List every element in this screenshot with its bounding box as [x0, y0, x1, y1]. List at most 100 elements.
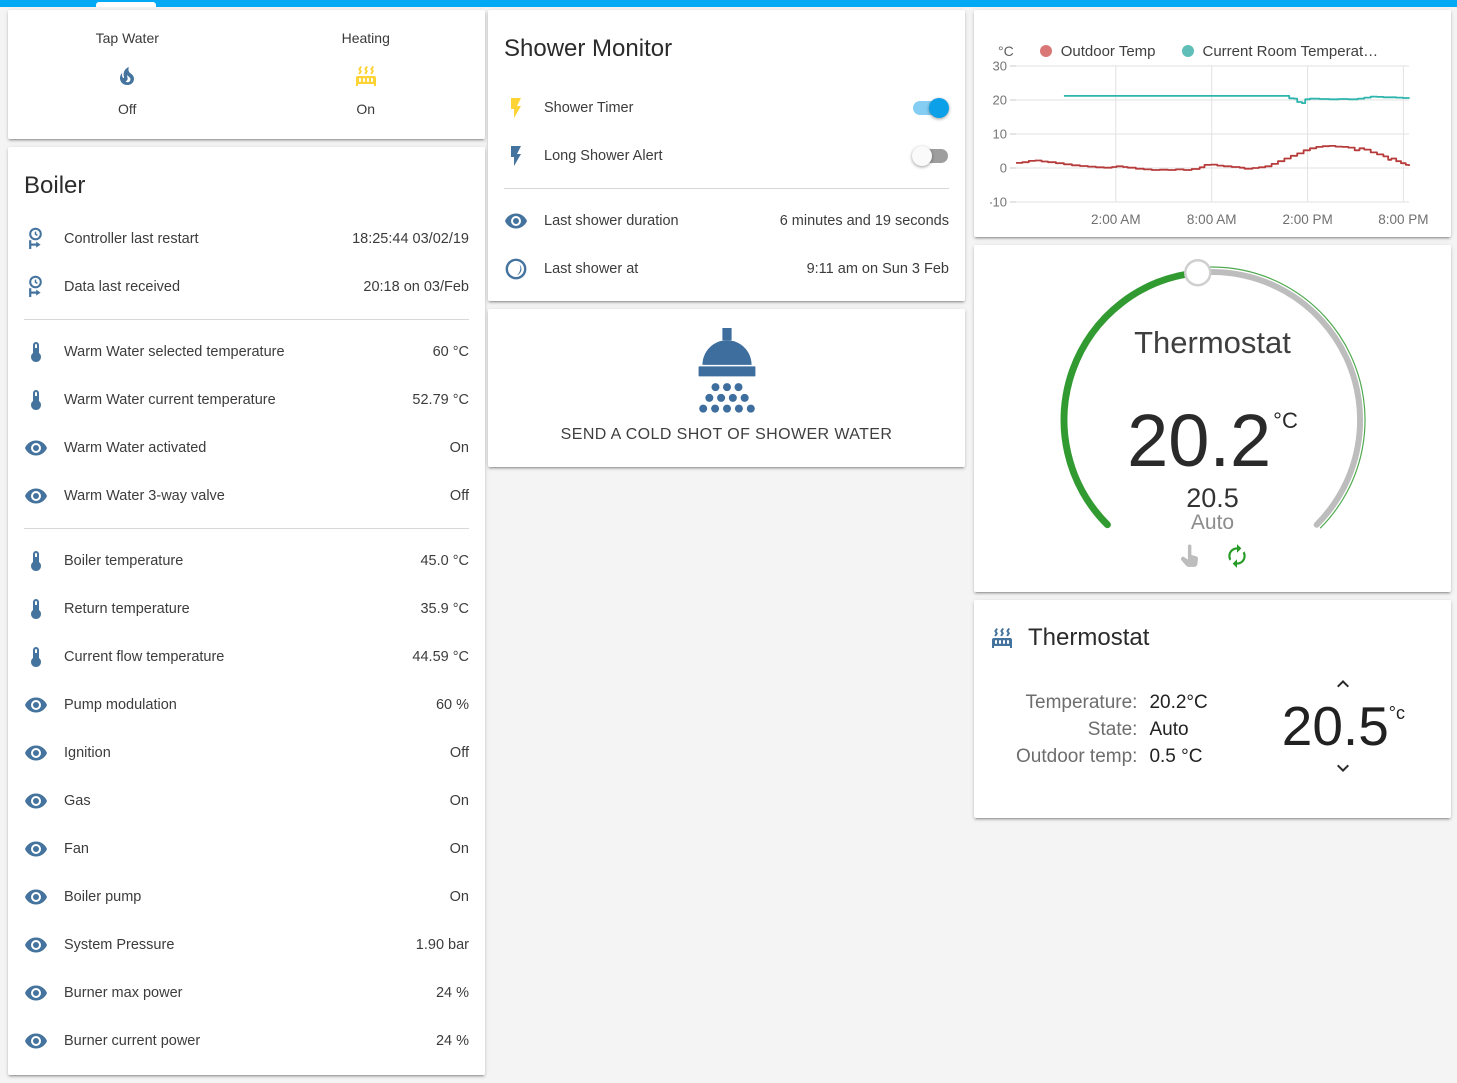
eye-icon: [24, 484, 48, 508]
entity-rows: Controller last restart 18:25:44 03/02/1…: [8, 201, 485, 1075]
thermometer-icon: [24, 388, 48, 412]
legend-item-room[interactable]: Current Room Temperat…: [1181, 43, 1378, 60]
shower-monitor-card: Shower Monitor Shower Timer Long Shower …: [488, 10, 965, 301]
entity-row[interactable]: Data last received 20:18 on 03/Feb: [8, 263, 485, 311]
entity-state: 60 %: [435, 697, 469, 713]
entity-row[interactable]: Ignition Off: [8, 729, 485, 777]
entity-row[interactable]: Boiler temperature 45.0 °C: [8, 537, 485, 585]
eye-icon: [24, 933, 48, 957]
glance-card: Tap Water Off Heating On: [8, 10, 485, 139]
current-temperature: 20.2°C: [1127, 399, 1298, 482]
setpoint-unit: °c: [1388, 703, 1405, 723]
attribute-list: Temperature: 20.2°C State: Auto Outdoor …: [1016, 689, 1208, 770]
entity-row[interactable]: Pump modulation 60 %: [8, 681, 485, 729]
entity-row[interactable]: Last shower at 9:11 am on Sun 3 Feb: [488, 245, 965, 293]
entity-state: 1.90 bar: [415, 937, 469, 953]
entity-name: Burner current power: [64, 1033, 201, 1049]
entity-row[interactable]: Last shower duration 6 minutes and 19 se…: [488, 197, 965, 245]
app-header-strip: [0, 0, 1457, 7]
entity-row[interactable]: Shower Timer: [488, 84, 965, 132]
entity-row[interactable]: Warm Water current temperature 52.79 °C: [8, 376, 485, 424]
shower-timer-toggle[interactable]: [912, 98, 949, 118]
card-title: Thermostat: [1028, 624, 1150, 651]
svg-text:30: 30: [993, 60, 1007, 74]
entity-name: Burner max power: [64, 985, 183, 1001]
entity-name: Warm Water activated: [64, 440, 207, 456]
entity-row[interactable]: Warm Water selected temperature 60 °C: [8, 328, 485, 376]
eye-icon: [24, 436, 48, 460]
entity-row[interactable]: Fan On: [8, 825, 485, 873]
attribute-label: Temperature:: [1025, 691, 1138, 713]
entity-state: 52.79 °C: [412, 392, 469, 408]
thermometer-icon: [24, 645, 48, 669]
svg-text:20: 20: [993, 93, 1007, 108]
entity-row[interactable]: Gas On: [8, 777, 485, 825]
svg-text:2:00 AM: 2:00 AM: [1091, 212, 1141, 227]
section-divider: [24, 528, 469, 529]
long-shower-alert-toggle[interactable]: [912, 146, 949, 166]
eye-icon: [24, 789, 48, 813]
eye-icon: [24, 837, 48, 861]
increase-setpoint-button[interactable]: [1324, 672, 1362, 696]
entity-name: System Pressure: [64, 937, 175, 953]
entity-state: On: [356, 101, 376, 117]
entity-state: 45.0 °C: [420, 553, 469, 569]
card-title: Boiler: [24, 172, 86, 199]
entity-state: 18:25:44 03/02/19: [352, 231, 469, 247]
temperature-unit: °C: [1273, 408, 1298, 433]
y-axis-unit: °C: [998, 43, 1014, 59]
card-title: Shower Monitor: [504, 35, 673, 62]
cold-shot-button[interactable]: SEND A COLD SHOT OF SHOWER WATER: [560, 426, 893, 443]
boiler-card: Boiler Controller last restart 18:25:44 …: [8, 147, 485, 1075]
attribute-value: 20.2°C: [1149, 691, 1208, 713]
flash-icon: [504, 144, 528, 168]
chart-legend: °C Outdoor Temp Current Room Temperat…: [990, 42, 1435, 60]
entity-state: On: [449, 440, 469, 456]
glance-item-heating[interactable]: Heating On: [247, 30, 486, 139]
entity-row[interactable]: Warm Water 3-way valve Off: [8, 472, 485, 520]
legend-item-outdoor[interactable]: Outdoor Temp: [1039, 43, 1156, 60]
entity-name: Warm Water selected temperature: [64, 344, 285, 360]
section-divider: [504, 188, 949, 189]
entity-name: Last shower at: [544, 261, 639, 277]
attribute-value: 0.5 °C: [1149, 745, 1203, 767]
active-tab-indicator[interactable]: [96, 2, 156, 7]
svg-text:0: 0: [1000, 161, 1007, 176]
eye-icon: [24, 1029, 48, 1053]
entity-state: 24 %: [435, 1033, 469, 1049]
entity-row[interactable]: Controller last restart 18:25:44 03/02/1…: [8, 215, 485, 263]
entity-name: Warm Water current temperature: [64, 392, 276, 408]
setpoint-control: 20.5 °c: [1282, 672, 1405, 780]
entity-name: Ignition: [64, 745, 111, 761]
glance-item-tap-water[interactable]: Tap Water Off: [8, 30, 247, 139]
entity-row[interactable]: Warm Water activated On: [8, 424, 485, 472]
entity-state: 60 °C: [432, 344, 469, 360]
entity-name: Controller last restart: [64, 231, 199, 247]
entity-state: On: [449, 841, 469, 857]
entity-name: Shower Timer: [544, 100, 634, 116]
thermostat-dial: [1060, 258, 1366, 529]
manual-mode-icon[interactable]: [1176, 543, 1202, 569]
legend-dot-outdoor: [1039, 45, 1052, 57]
entity-row[interactable]: Burner max power 24 %: [8, 969, 485, 1017]
shower-head-icon: [688, 328, 766, 414]
dial-outer-hairline: [1197, 266, 1366, 529]
svg-text:10: 10: [993, 127, 1007, 142]
entity-name: Tap Water: [95, 30, 159, 46]
dashboard: Tap Water Off Heating On Boiler Controll…: [0, 7, 1457, 1083]
decrease-setpoint-button[interactable]: [1324, 756, 1362, 780]
flash-icon: [504, 96, 528, 120]
entity-row[interactable]: System Pressure 1.90 bar: [8, 921, 485, 969]
entity-row[interactable]: Current flow temperature 44.59 °C: [8, 633, 485, 681]
dial-progress-arc: [1060, 269, 1202, 529]
radiator-icon: [354, 64, 378, 88]
entity-row[interactable]: Burner current power 24 %: [8, 1017, 485, 1065]
temperature-slider-knob[interactable]: [1184, 258, 1212, 287]
entity-row[interactable]: Boiler pump On: [8, 873, 485, 921]
thermometer-icon: [24, 549, 48, 573]
dial-track-arc: [1194, 269, 1364, 528]
auto-mode-icon[interactable]: [1224, 543, 1250, 569]
thermostat-attributes-card: Thermostat Temperature: 20.2°C State: Au…: [974, 600, 1451, 818]
entity-row[interactable]: Return temperature 35.9 °C: [8, 585, 485, 633]
entity-row[interactable]: Long Shower Alert: [488, 132, 965, 180]
